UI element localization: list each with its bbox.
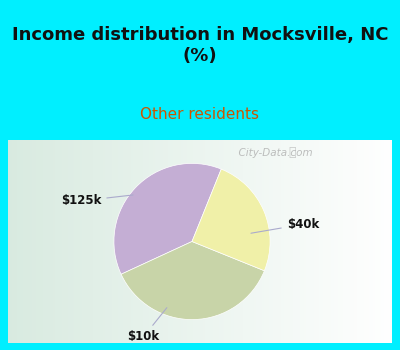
Text: $10k: $10k [128,308,167,343]
Text: ⌕: ⌕ [288,146,296,159]
Wedge shape [121,241,264,320]
Text: Other residents: Other residents [140,107,260,122]
Text: $125k: $125k [61,194,133,208]
Text: Income distribution in Mocksville, NC
(%): Income distribution in Mocksville, NC (%… [12,27,388,65]
Text: $40k: $40k [251,218,319,233]
Wedge shape [114,163,221,274]
Text: City-Data.com: City-Data.com [232,148,313,158]
Wedge shape [192,169,270,271]
